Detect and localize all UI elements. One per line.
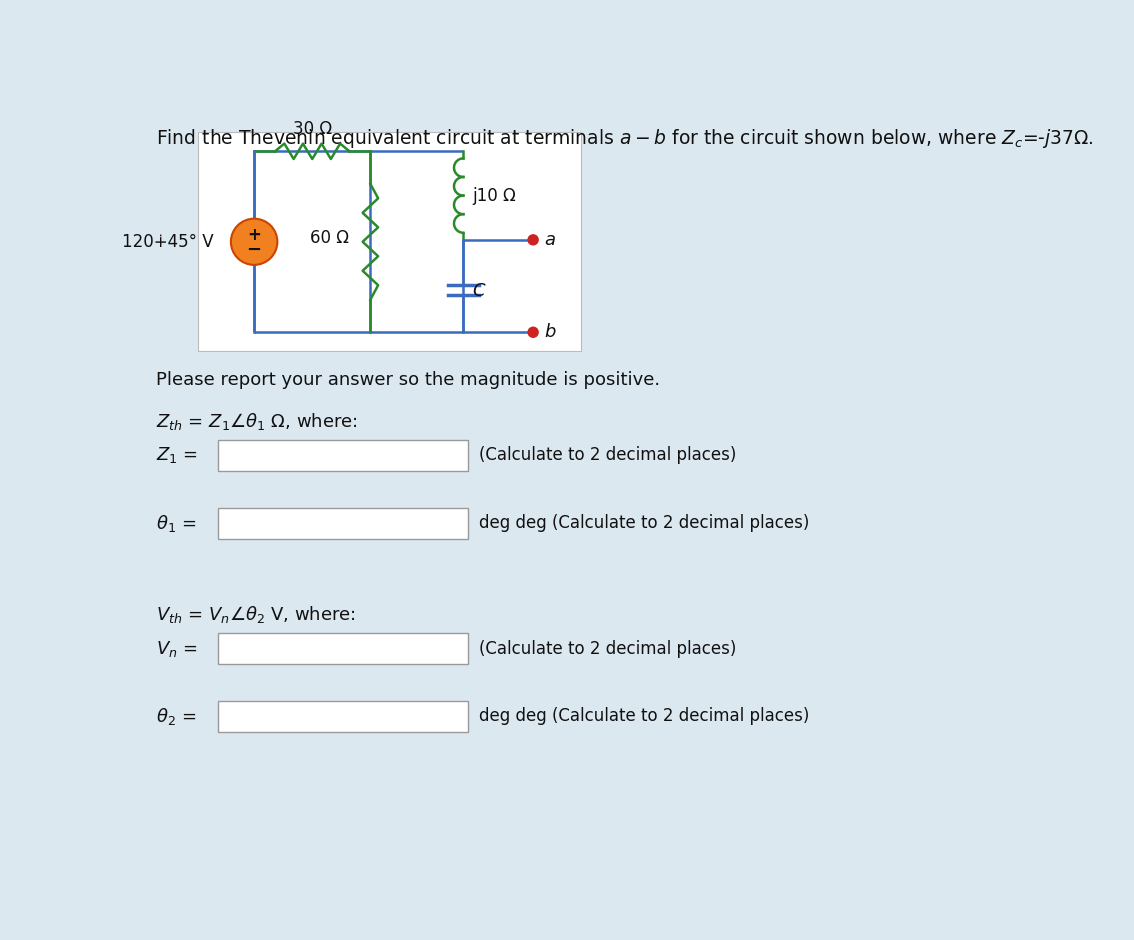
FancyBboxPatch shape — [219, 701, 468, 732]
Text: (Calculate to 2 decimal places): (Calculate to 2 decimal places) — [479, 640, 736, 658]
FancyBboxPatch shape — [197, 132, 581, 352]
Text: +: + — [247, 226, 261, 243]
Text: b: b — [544, 323, 556, 341]
Text: C: C — [473, 282, 485, 300]
Text: $V_{th}$ = $V_n\angle\theta_2$ V, where:: $V_{th}$ = $V_n\angle\theta_2$ V, where: — [155, 604, 356, 625]
Text: $Z_{th}$ = $Z_1\angle\theta_1$ $\Omega$, where:: $Z_{th}$ = $Z_1\angle\theta_1$ $\Omega$,… — [155, 411, 357, 431]
Circle shape — [528, 327, 539, 337]
Text: deg deg (Calculate to 2 decimal places): deg deg (Calculate to 2 decimal places) — [479, 514, 810, 532]
Text: $\theta_1$ =: $\theta_1$ = — [155, 512, 196, 534]
FancyBboxPatch shape — [219, 634, 468, 665]
Circle shape — [231, 219, 278, 265]
Text: 30 Ω: 30 Ω — [293, 120, 332, 138]
Text: deg deg (Calculate to 2 decimal places): deg deg (Calculate to 2 decimal places) — [479, 708, 810, 726]
FancyBboxPatch shape — [219, 440, 468, 471]
Text: −: − — [246, 242, 262, 259]
FancyBboxPatch shape — [219, 508, 468, 539]
Text: j10 Ω: j10 Ω — [473, 186, 516, 205]
Text: $\theta_2$ =: $\theta_2$ = — [155, 706, 196, 727]
Text: 120∔45° V: 120∔45° V — [122, 233, 214, 251]
Text: $V_n$ =: $V_n$ = — [155, 638, 197, 659]
Text: a: a — [544, 231, 555, 249]
Text: 60 Ω: 60 Ω — [310, 229, 348, 247]
Text: Find the Thevenin equivalent circuit at terminals $a - b$ for the circuit shown : Find the Thevenin equivalent circuit at … — [155, 127, 1093, 149]
Text: (Calculate to 2 decimal places): (Calculate to 2 decimal places) — [479, 446, 736, 464]
Text: $Z_1$ =: $Z_1$ = — [155, 446, 197, 465]
Text: Please report your answer so the magnitude is positive.: Please report your answer so the magnitu… — [155, 370, 660, 389]
Circle shape — [528, 235, 539, 244]
